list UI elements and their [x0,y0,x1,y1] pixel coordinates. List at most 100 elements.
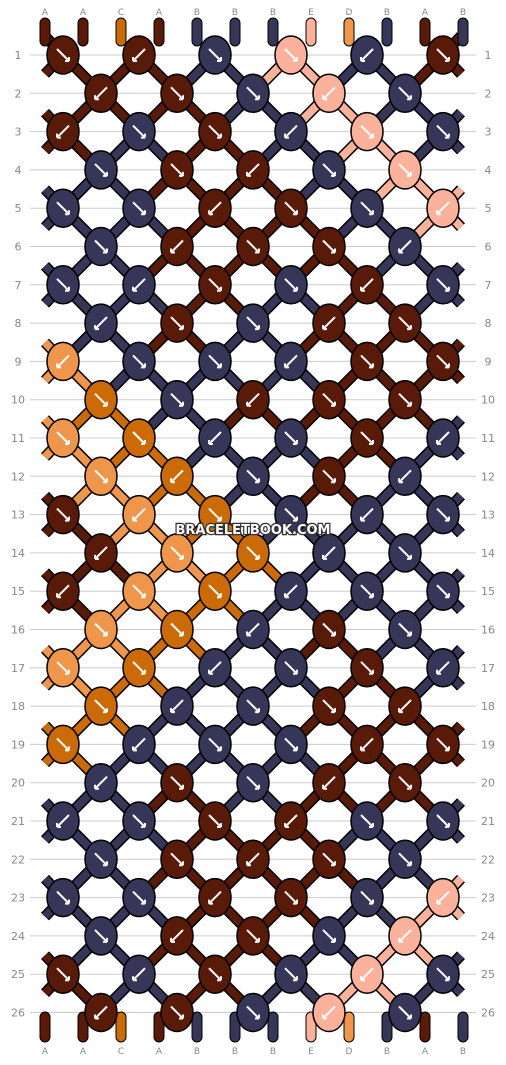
knot-arrowhead [217,593,222,599]
knot-arrow [436,890,450,905]
knot-arrow [284,48,298,62]
string-letter-bottom: B [384,1047,390,1057]
knot-arrowhead [398,708,403,714]
knot-arrowhead [331,631,336,637]
knot-arrowhead [94,325,99,331]
knot [46,418,80,458]
knot-arrow [436,661,450,675]
knot-arrow [436,737,450,752]
knot-arrowhead [132,286,137,292]
knot-arrowhead [141,823,146,828]
knot-arrowhead [103,631,108,637]
knot-arrowhead [331,171,336,177]
knot [236,839,270,880]
knot-arrow [132,278,146,292]
knot [84,456,118,497]
knot [122,954,156,994]
knot-arrow [398,929,412,943]
knot-arrow [246,546,260,560]
string-letter-top: B [270,8,276,18]
knot [198,724,232,765]
knot-arrowhead [65,669,70,675]
knot-arrowhead [293,516,298,522]
row-label-right: 7 [485,279,492,292]
knot-arrowhead [360,57,365,62]
row-label-right: 17 [481,662,495,675]
knot [122,648,156,688]
knot [122,724,156,765]
knot [160,609,194,650]
knot-arrow [94,546,108,560]
knot [274,418,308,458]
knot [388,686,422,726]
knot-arrow [322,852,336,867]
knot [84,533,118,573]
knot-arrowhead [94,784,99,790]
knot-arrowhead [407,861,412,867]
row-label-left: 12 [11,470,25,483]
knot [426,494,460,535]
knot-arrowhead [445,823,450,828]
knot [426,648,460,688]
knot [236,533,270,573]
row-label-left: 14 [11,547,25,560]
knot-arrowhead [56,593,61,599]
string-stub-bottom [191,1011,203,1043]
knot-arrowhead [293,746,298,752]
knot-arrow [284,584,298,598]
string-stub-bottom [267,1011,279,1043]
knot-arrow [208,814,222,828]
knot-arrow [170,392,184,407]
knot-arrow [322,239,336,254]
knot-arrowhead [331,401,336,407]
knot-arrow [94,86,108,101]
knot [122,801,156,841]
knot-arrowhead [208,210,213,216]
string-letter-top: D [346,8,353,18]
string-stub-top [115,17,127,47]
knot-arrowhead [293,976,298,982]
knot-arrow [94,775,108,790]
knot-arrow [56,737,70,752]
knot-arrowhead [369,133,374,139]
knot-arrowhead [436,210,441,216]
knot-arrow [56,48,70,62]
knot-arrow [132,201,146,215]
knot [160,379,194,420]
knot-arrow [208,201,222,215]
knot-arrow [360,278,374,292]
knot-arrow [398,775,412,790]
knot-arrowhead [360,976,365,982]
knot-arrowhead [217,823,222,828]
knot-arrow [208,507,222,522]
knot [312,686,346,726]
knot-arrowhead [141,593,146,599]
knot [274,341,308,382]
knot-arrowhead [445,516,450,522]
knot-arrow [436,278,450,292]
knot-arrow [170,699,184,713]
knot-arrow [398,1005,412,1020]
knot [426,724,460,765]
knot-arrowhead [445,133,450,139]
knot-arrowhead [103,171,108,177]
string-letter-bottom: E [308,1047,314,1057]
string-letter-bottom: D [346,1047,353,1057]
knot [312,73,346,114]
row-label-right: 25 [481,968,495,981]
knot-arrowhead [179,1014,184,1020]
knot-arrowhead [322,784,327,790]
knot [198,494,232,535]
knot-arrow [246,929,260,943]
knot-grid [46,35,460,1033]
knot-arrow [284,201,298,215]
knot-arrowhead [445,363,450,369]
knot [388,303,422,343]
knot [236,456,270,497]
knot-arrowhead [208,440,213,445]
knot-arrowhead [293,440,298,445]
knot-arrow [170,1005,184,1020]
knot-arrow [284,661,298,675]
row-label-left: 21 [11,815,25,828]
